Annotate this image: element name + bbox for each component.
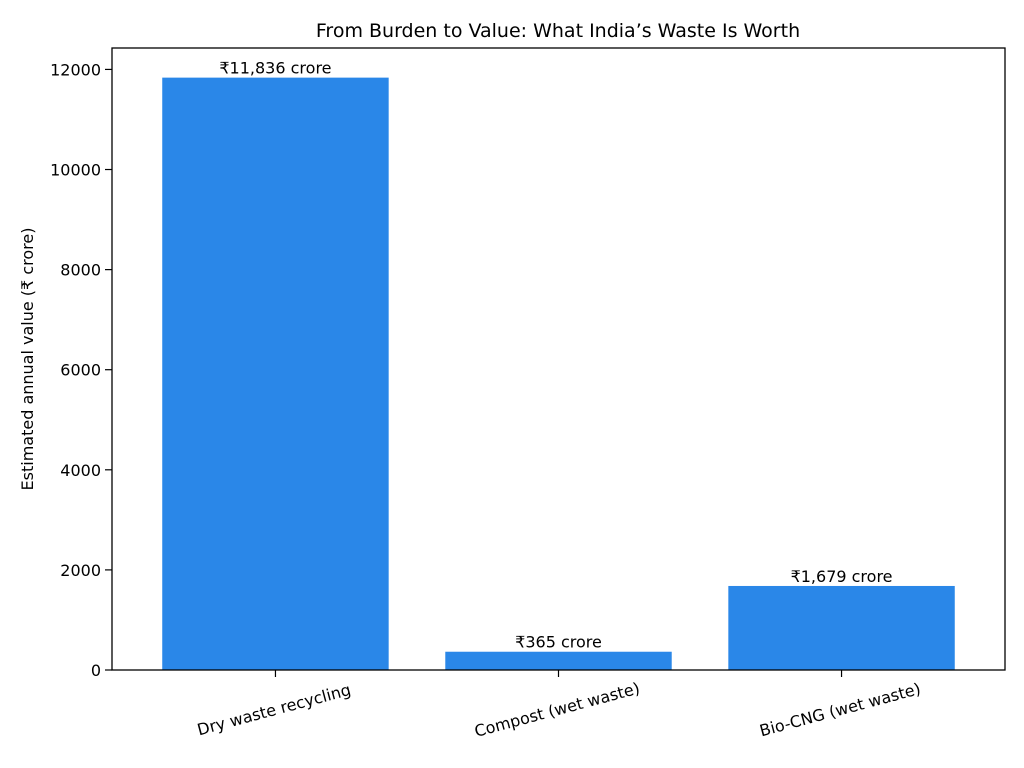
y-tick-label: 0	[91, 661, 101, 680]
x-tick-label: Compost (wet waste)	[472, 678, 641, 740]
data-label: ₹365 crore	[515, 633, 602, 652]
y-tick-label: 6000	[60, 361, 101, 380]
y-tick-label: 4000	[60, 461, 101, 480]
y-axis-ticks: 0 2000 4000 6000 8000 10000 12000	[50, 60, 112, 680]
y-axis-label: Estimated annual value (₹ crore)	[18, 228, 37, 491]
y-tick-label: 10000	[50, 161, 101, 180]
x-axis-ticks: Dry waste recycling Compost (wet waste) Bi…	[195, 670, 923, 741]
data-label: ₹1,679 crore	[791, 567, 893, 586]
plot-frame	[111, 47, 1006, 671]
bars	[162, 77, 955, 670]
y-tick-label: 12000	[50, 60, 101, 79]
bar	[728, 585, 955, 670]
bar	[162, 77, 389, 670]
bar	[445, 651, 672, 670]
chart-title: From Burden to Value: What India’s Waste…	[316, 20, 800, 42]
y-tick-label: 8000	[60, 261, 101, 280]
y-tick-label: 2000	[60, 561, 101, 580]
x-tick-label: Dry waste recycling	[195, 680, 353, 739]
data-label: ₹11,836 crore	[219, 59, 331, 78]
data-labels: ₹11,836 crore ₹365 crore ₹1,679 crore	[219, 59, 892, 652]
x-tick-label: Bio-CNG (wet waste)	[757, 679, 922, 740]
